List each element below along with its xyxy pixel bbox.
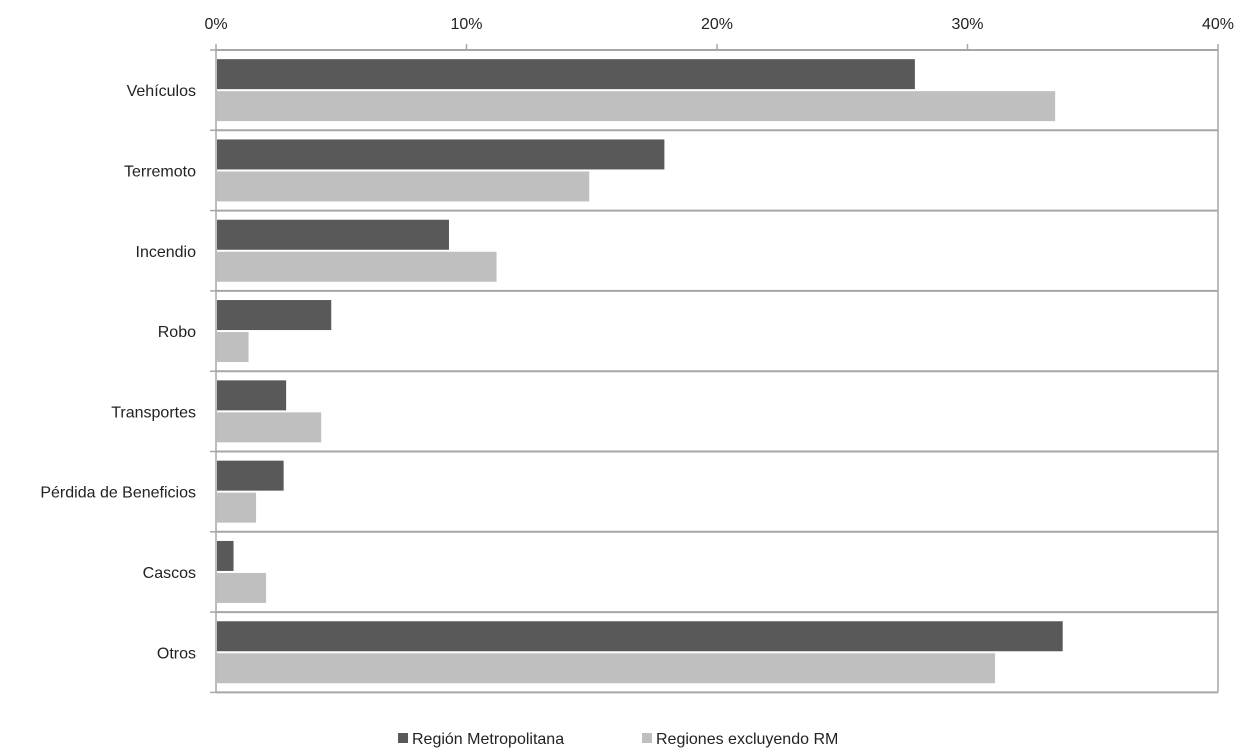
bar-region-metropolitana	[217, 300, 332, 331]
category-label: Transportes	[111, 404, 196, 421]
legend-label: Región Metropolitana	[412, 731, 564, 748]
category-label: Vehículos	[127, 83, 196, 100]
bar-region-metropolitana	[217, 540, 234, 571]
bar-regiones-excluyendo-rm	[217, 171, 590, 202]
bar-regiones-excluyendo-rm	[217, 332, 249, 363]
category-bands	[210, 49, 1218, 694]
bar-regiones-excluyendo-rm	[217, 653, 996, 684]
bar-regiones-excluyendo-rm	[217, 251, 497, 282]
value-axis-tick-label: 40%	[1202, 16, 1234, 33]
value-axis-tick-label: 30%	[951, 16, 983, 33]
legend: Región Metropolitana Regiones excluyendo …	[398, 731, 838, 748]
legend-swatch	[642, 733, 652, 743]
category-label: Robo	[158, 324, 196, 341]
bar-region-metropolitana	[217, 139, 665, 170]
value-axis-tick-label: 0%	[204, 16, 227, 33]
bars-group	[217, 59, 1063, 684]
category-label: Cascos	[143, 565, 196, 582]
category-label: Pérdida de Beneficios	[40, 485, 196, 502]
category-label: Incendio	[136, 244, 197, 261]
bar-region-metropolitana	[217, 59, 915, 90]
value-axis-tick-label: 20%	[701, 16, 733, 33]
value-axis-tick-label: 10%	[450, 16, 482, 33]
bar-region-metropolitana	[217, 460, 284, 491]
legend-swatch	[398, 733, 408, 743]
category-label: Otros	[157, 645, 196, 662]
axis-group: 0% 10% 20% 30% 40%	[204, 16, 1234, 693]
bar-region-metropolitana	[217, 380, 287, 411]
category-labels: Vehículos Terremoto Incendio Robo Transporte…	[40, 83, 196, 662]
legend-label: Regiones excluyendo RM	[656, 731, 838, 748]
bar-regiones-excluyendo-rm	[217, 572, 267, 603]
bar-regiones-excluyendo-rm	[217, 492, 257, 523]
category-label: Terremoto	[124, 163, 196, 180]
bar-region-metropolitana	[217, 621, 1063, 652]
bar-regiones-excluyendo-rm	[217, 91, 1056, 122]
bar-regiones-excluyendo-rm	[217, 412, 322, 443]
bar-region-metropolitana	[217, 219, 449, 250]
